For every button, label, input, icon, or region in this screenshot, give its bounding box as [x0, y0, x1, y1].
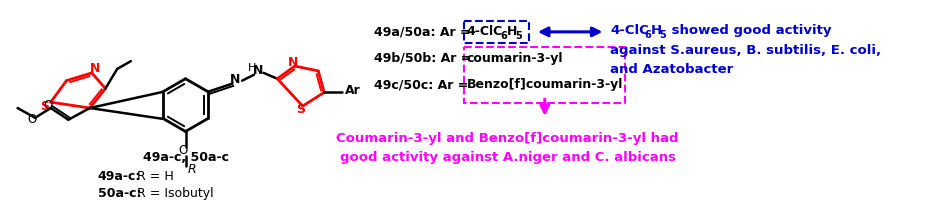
Text: N: N	[90, 63, 100, 75]
Text: 6: 6	[644, 30, 650, 40]
Text: N: N	[230, 73, 240, 86]
Text: 50a-c:: 50a-c:	[97, 187, 141, 200]
Text: Benzo[f]coumarin-3-yl: Benzo[f]coumarin-3-yl	[466, 78, 622, 91]
Text: 4-ClC: 4-ClC	[466, 25, 502, 38]
Text: good activity against A.niger and C. albicans: good activity against A.niger and C. alb…	[339, 151, 675, 164]
Text: 6: 6	[499, 31, 506, 41]
Text: S: S	[295, 104, 305, 116]
Text: R = Isobutyl: R = Isobutyl	[137, 187, 213, 200]
Text: 49b/50b: Ar =: 49b/50b: Ar =	[374, 52, 471, 65]
Text: against S.aureus, B. subtilis, E. coli,: against S.aureus, B. subtilis, E. coli,	[610, 44, 881, 57]
Text: 5: 5	[515, 31, 522, 41]
Text: Ar: Ar	[345, 84, 360, 97]
Text: O: O	[177, 145, 187, 157]
Bar	[464, 21, 529, 43]
Text: R = H: R = H	[137, 170, 174, 183]
Text: coumarin-3-yl: coumarin-3-yl	[466, 52, 563, 65]
Text: and Azatobacter: and Azatobacter	[610, 63, 733, 77]
Text: N: N	[252, 65, 262, 77]
Text: 49a/50a: Ar =: 49a/50a: Ar =	[374, 25, 470, 38]
Text: Coumarin-3-yl and Benzo[f]coumarin-3-yl had: Coumarin-3-yl and Benzo[f]coumarin-3-yl …	[336, 132, 678, 145]
Text: 4-ClC: 4-ClC	[610, 24, 649, 37]
Text: S: S	[41, 100, 49, 112]
Text: 49a-c:: 49a-c:	[97, 170, 141, 183]
Text: R: R	[187, 163, 195, 176]
Text: O: O	[43, 99, 53, 112]
Text: showed good activity: showed good activity	[666, 24, 831, 37]
Text: 49a-c, 50a-c: 49a-c, 50a-c	[143, 151, 228, 164]
Text: H: H	[506, 25, 516, 38]
Text: 49c/50c: Ar =: 49c/50c: Ar =	[374, 78, 468, 91]
Text: O: O	[27, 113, 37, 126]
Bar	[464, 48, 624, 103]
Text: H: H	[650, 24, 662, 37]
Text: N: N	[287, 56, 297, 69]
Text: 5: 5	[658, 30, 666, 40]
Text: H: H	[247, 63, 256, 73]
